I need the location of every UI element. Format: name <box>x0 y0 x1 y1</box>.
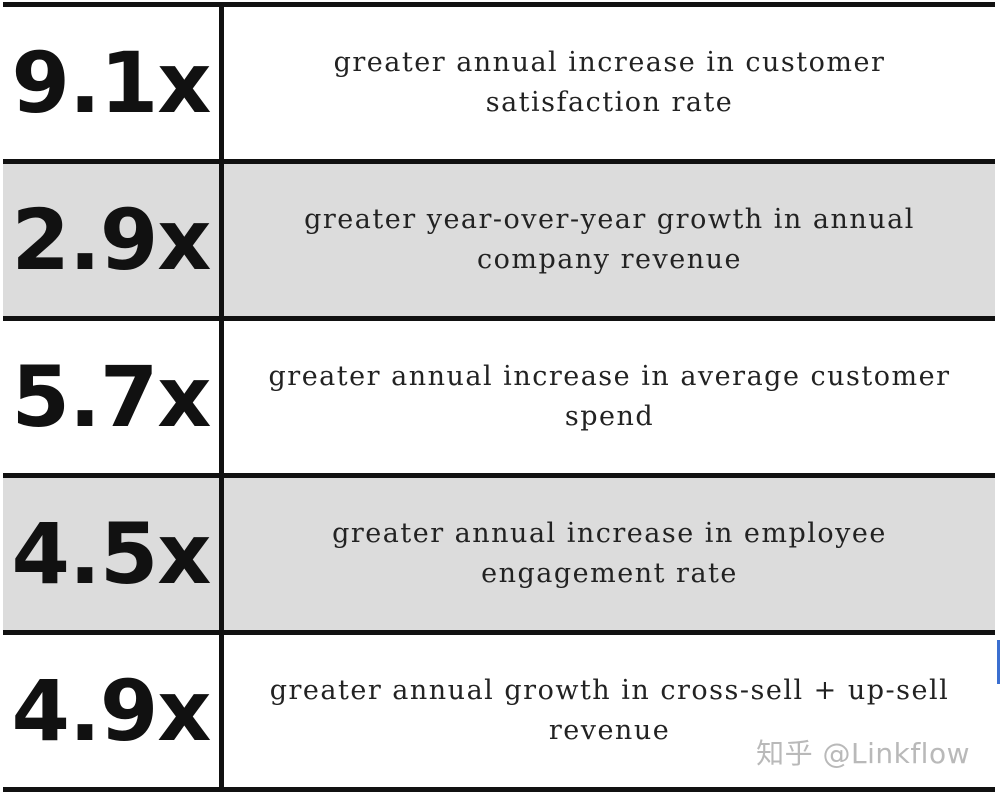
stat-description: greater annual increase in average custo… <box>268 361 951 432</box>
stat-row: 4.9x greater annual growth in cross-sell… <box>3 630 995 787</box>
stat-description: greater annual increase in employee enga… <box>332 518 887 589</box>
stat-description: greater annual increase in customer sati… <box>333 47 886 118</box>
stat-multiplier: 2.9x <box>3 164 224 316</box>
stats-table: 9.1x greater annual increase in customer… <box>3 2 995 792</box>
stat-row: 9.1x greater annual increase in customer… <box>3 2 995 159</box>
stat-multiplier: 9.1x <box>3 7 224 159</box>
stat-row: 4.5x greater annual increase in employee… <box>3 473 995 630</box>
watermark: 知乎 @Linkflow <box>756 737 970 770</box>
stat-multiplier: 4.5x <box>3 478 224 630</box>
stat-description: greater annual growth in cross-sell + up… <box>269 675 950 746</box>
stat-row: 5.7x greater annual increase in average … <box>3 316 995 473</box>
stat-row: 2.9x greater year-over-year growth in an… <box>3 159 995 316</box>
stat-multiplier: 4.9x <box>3 635 224 787</box>
stat-description: greater year-over-year growth in annual … <box>304 204 915 275</box>
stat-multiplier: 5.7x <box>3 321 224 473</box>
edge-accent-bar <box>997 640 1000 684</box>
